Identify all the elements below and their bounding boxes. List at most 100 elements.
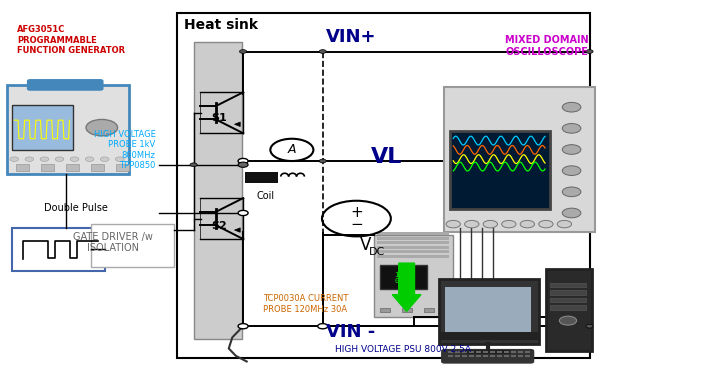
Circle shape: [240, 50, 247, 53]
Bar: [12, 105, 73, 150]
Bar: [246, 172, 277, 183]
Bar: [439, 279, 539, 344]
Text: A: A: [287, 143, 296, 156]
FancyBboxPatch shape: [442, 350, 534, 363]
Circle shape: [562, 208, 581, 218]
Bar: [66, 164, 79, 171]
Text: S2: S2: [212, 221, 228, 231]
Text: VIN+: VIN+: [325, 28, 376, 46]
Circle shape: [190, 163, 197, 166]
Circle shape: [240, 324, 247, 328]
Circle shape: [240, 159, 247, 163]
Text: Heat sink: Heat sink: [184, 18, 258, 32]
Circle shape: [539, 220, 553, 228]
Circle shape: [319, 159, 326, 163]
Bar: [380, 265, 427, 289]
Text: HIGH VOLTAGE
PROBE 1kV
800MHz
TPP0850: HIGH VOLTAGE PROBE 1kV 800MHz TPP0850: [94, 130, 156, 170]
Text: +: +: [350, 205, 363, 221]
Bar: [16, 164, 29, 171]
Circle shape: [562, 187, 581, 197]
Bar: [550, 283, 586, 287]
Bar: [424, 308, 434, 312]
Bar: [449, 351, 453, 353]
Circle shape: [100, 157, 109, 162]
Text: Double Pulse: Double Pulse: [45, 203, 108, 213]
Text: TCP0030A CURRENT
PROBE 120MHz 30A: TCP0030A CURRENT PROBE 120MHz 30A: [264, 294, 348, 314]
Circle shape: [318, 324, 328, 329]
Polygon shape: [235, 122, 240, 126]
Bar: [550, 290, 586, 295]
Bar: [177, 12, 590, 358]
Bar: [439, 332, 539, 340]
Bar: [525, 355, 530, 357]
Circle shape: [586, 324, 593, 328]
Bar: [518, 355, 523, 357]
Bar: [490, 355, 495, 357]
Circle shape: [71, 157, 79, 162]
Bar: [483, 355, 488, 357]
Bar: [462, 351, 467, 353]
Bar: [449, 355, 453, 357]
Bar: [550, 305, 586, 310]
Bar: [377, 250, 449, 253]
Circle shape: [55, 157, 64, 162]
Bar: [377, 255, 449, 258]
Bar: [504, 351, 509, 353]
Circle shape: [10, 157, 19, 162]
Bar: [444, 87, 595, 232]
Circle shape: [446, 220, 460, 228]
Circle shape: [586, 50, 593, 53]
Polygon shape: [235, 228, 240, 232]
Bar: [483, 351, 488, 353]
Bar: [469, 351, 474, 353]
Text: HIGH VOLTAGE PSU 800V 2.5A: HIGH VOLTAGE PSU 800V 2.5A: [335, 345, 471, 354]
Bar: [377, 246, 449, 249]
Circle shape: [238, 162, 248, 167]
Text: 1159: 1159: [395, 272, 412, 278]
Bar: [380, 308, 390, 312]
Text: −: −: [350, 217, 363, 232]
Bar: [469, 355, 474, 357]
Circle shape: [559, 316, 577, 325]
Circle shape: [115, 157, 124, 162]
Bar: [91, 164, 104, 171]
Text: Coil: Coil: [256, 191, 274, 202]
Bar: [446, 308, 456, 312]
Bar: [377, 232, 449, 235]
Text: S1: S1: [212, 113, 228, 123]
Bar: [12, 228, 105, 270]
Bar: [476, 351, 481, 353]
Text: AFG3051C
PROGRAMMABLE
FUNCTION GENERATOR: AFG3051C PROGRAMMABLE FUNCTION GENERATOR: [17, 25, 125, 55]
Circle shape: [557, 220, 572, 228]
Text: 0015: 0015: [395, 278, 412, 284]
Text: GATE DRIVER /w
ISOLATION: GATE DRIVER /w ISOLATION: [73, 232, 153, 254]
Bar: [194, 42, 243, 339]
Circle shape: [319, 324, 326, 328]
Circle shape: [25, 157, 34, 162]
Bar: [402, 308, 412, 312]
Bar: [377, 241, 449, 244]
Bar: [476, 355, 481, 357]
Circle shape: [40, 157, 49, 162]
Bar: [497, 355, 502, 357]
Text: VIN -: VIN -: [325, 323, 375, 341]
Circle shape: [562, 166, 581, 175]
Circle shape: [483, 220, 498, 228]
Bar: [377, 237, 449, 240]
Circle shape: [562, 102, 581, 112]
Bar: [374, 235, 453, 317]
Bar: [490, 351, 495, 353]
Circle shape: [562, 123, 581, 133]
Circle shape: [520, 220, 534, 228]
Circle shape: [238, 324, 248, 329]
Bar: [518, 351, 523, 353]
Text: MIXED DOMAIN
OSCILLOSCOPE: MIXED DOMAIN OSCILLOSCOPE: [505, 36, 588, 57]
Circle shape: [502, 220, 516, 228]
Circle shape: [238, 211, 248, 215]
Bar: [525, 351, 530, 353]
Text: DC: DC: [369, 247, 386, 257]
Bar: [550, 298, 586, 302]
Bar: [504, 355, 509, 357]
Text: VL: VL: [371, 147, 402, 167]
Bar: [116, 164, 129, 171]
